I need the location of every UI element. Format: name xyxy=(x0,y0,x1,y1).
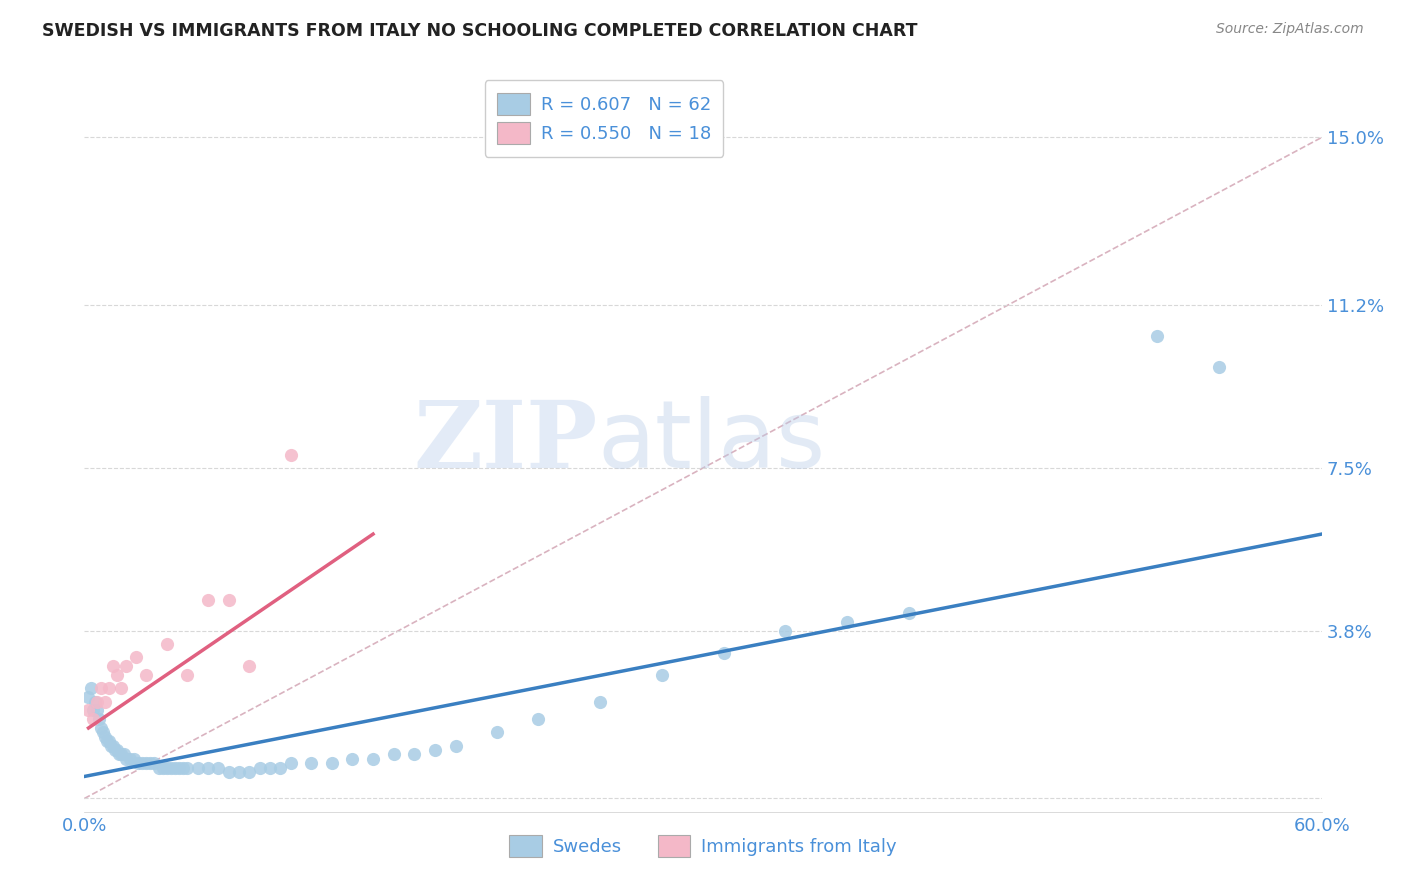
Point xyxy=(90,721,112,735)
Point xyxy=(98,681,121,696)
Point xyxy=(527,712,550,726)
Point xyxy=(238,765,260,780)
Point xyxy=(228,765,250,780)
Point xyxy=(103,739,125,753)
Point xyxy=(86,694,108,708)
Point xyxy=(361,752,384,766)
Point xyxy=(299,756,322,771)
Point xyxy=(114,752,136,766)
Point xyxy=(651,668,673,682)
Point xyxy=(103,659,125,673)
Point xyxy=(91,725,114,739)
Point xyxy=(218,765,240,780)
Text: SWEDISH VS IMMIGRANTS FROM ITALY NO SCHOOLING COMPLETED CORRELATION CHART: SWEDISH VS IMMIGRANTS FROM ITALY NO SCHO… xyxy=(42,22,918,40)
Point xyxy=(167,761,190,775)
Point xyxy=(90,681,112,696)
Point xyxy=(96,734,118,748)
Point xyxy=(269,761,291,775)
Point xyxy=(94,694,117,708)
Point xyxy=(259,761,281,775)
Point xyxy=(249,761,271,775)
Legend: Swedes, Immigrants from Italy: Swedes, Immigrants from Italy xyxy=(496,822,910,870)
Point xyxy=(125,650,148,665)
Point xyxy=(86,703,108,717)
Point xyxy=(135,756,157,771)
Point xyxy=(404,747,426,762)
Point xyxy=(98,734,121,748)
Point xyxy=(382,747,405,762)
Point xyxy=(172,761,194,775)
Point xyxy=(898,607,921,621)
Point xyxy=(321,756,343,771)
Text: atlas: atlas xyxy=(598,395,827,488)
Point xyxy=(713,646,735,660)
Point xyxy=(156,637,179,651)
Point xyxy=(485,725,508,739)
Point xyxy=(148,761,170,775)
Point xyxy=(112,747,135,762)
Point xyxy=(156,761,179,775)
Point xyxy=(280,756,302,771)
Point xyxy=(589,694,612,708)
Point xyxy=(139,756,162,771)
Point xyxy=(110,747,132,762)
Point xyxy=(105,668,128,682)
Point xyxy=(342,752,364,766)
Point xyxy=(94,730,117,744)
Point xyxy=(207,761,229,775)
Point xyxy=(1208,359,1230,374)
Point xyxy=(108,747,131,762)
Point xyxy=(238,659,260,673)
Text: Source: ZipAtlas.com: Source: ZipAtlas.com xyxy=(1216,22,1364,37)
Point xyxy=(122,752,145,766)
Point xyxy=(176,668,198,682)
Point xyxy=(423,743,446,757)
Point xyxy=(444,739,467,753)
Text: ZIP: ZIP xyxy=(413,397,598,486)
Point xyxy=(1146,328,1168,343)
Point xyxy=(77,703,100,717)
Point xyxy=(160,761,183,775)
Point xyxy=(218,593,240,607)
Point xyxy=(143,756,166,771)
Point xyxy=(118,752,141,766)
Point xyxy=(100,739,122,753)
Point xyxy=(135,668,157,682)
Point xyxy=(280,448,302,462)
Point xyxy=(775,624,797,638)
Point xyxy=(127,756,149,771)
Point xyxy=(83,694,105,708)
Point xyxy=(82,703,104,717)
Point xyxy=(837,615,859,630)
Point xyxy=(110,681,132,696)
Point xyxy=(131,756,153,771)
Point xyxy=(165,761,187,775)
Point xyxy=(114,659,136,673)
Point xyxy=(105,743,128,757)
Point xyxy=(104,743,127,757)
Point xyxy=(176,761,198,775)
Point xyxy=(197,593,219,607)
Point xyxy=(79,681,101,696)
Point xyxy=(152,761,174,775)
Point xyxy=(87,712,110,726)
Point xyxy=(187,761,209,775)
Point xyxy=(77,690,100,705)
Point xyxy=(197,761,219,775)
Point xyxy=(82,712,104,726)
